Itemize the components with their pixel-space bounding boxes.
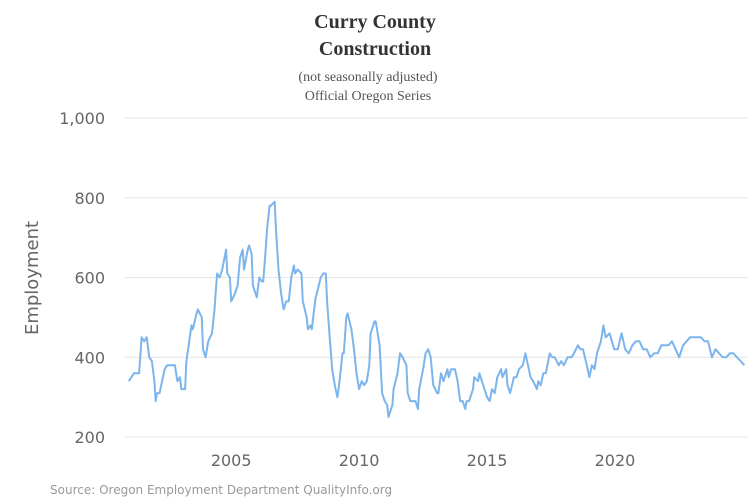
y-tick-label: 400 (74, 348, 105, 367)
x-tick-label: 2015 (467, 451, 508, 470)
y-tick-label: 1,000 (59, 109, 105, 128)
chart-subtitle: (not seasonally adjusted) (298, 70, 438, 85)
chart-subtitle: Official Oregon Series (305, 89, 431, 104)
data-line (127, 200, 746, 419)
y-tick-label: 800 (74, 189, 105, 208)
x-tick-label: 2020 (595, 451, 636, 470)
y-axis-label: Employment (22, 221, 43, 335)
y-tick-label: 600 (74, 269, 105, 288)
x-tick-label: 2010 (339, 451, 380, 470)
chart-title: Curry County (314, 11, 436, 33)
x-tick-label: 2005 (211, 451, 252, 470)
chart-title: Construction (319, 38, 431, 60)
source: Source: Oregon Employment Department Qua… (50, 483, 392, 497)
y-tick-label: 200 (74, 428, 105, 447)
